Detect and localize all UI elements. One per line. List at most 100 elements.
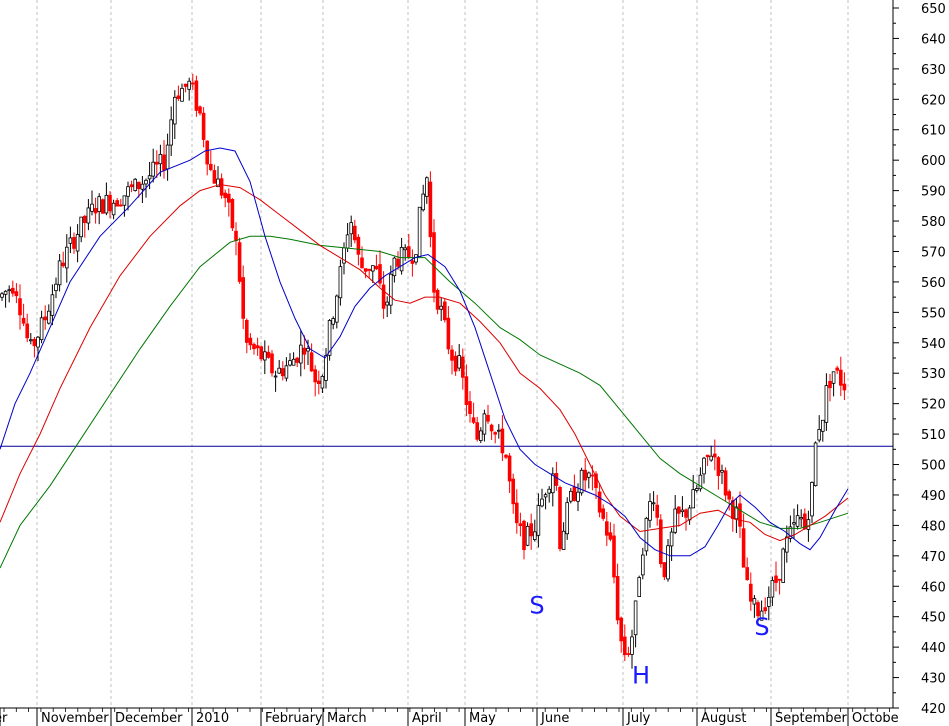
- candle-body: [144, 179, 148, 185]
- price-candles: [0, 73, 847, 669]
- candle: [158, 144, 163, 177]
- candle-body: [529, 523, 533, 537]
- candle: [226, 188, 231, 217]
- candle: [97, 193, 102, 225]
- candle: [655, 494, 659, 526]
- candle-body: [190, 82, 195, 85]
- candle-body: [374, 265, 379, 270]
- candle-body: [108, 194, 112, 212]
- x-month-label: April: [412, 711, 442, 726]
- candle: [637, 575, 641, 597]
- candle: [522, 519, 526, 560]
- candle-body: [3, 290, 8, 295]
- candle: [119, 198, 123, 207]
- y-tick-label: 420: [921, 702, 946, 717]
- candle-body: [399, 246, 404, 272]
- candle-body: [291, 358, 296, 366]
- candle: [68, 226, 73, 254]
- candle: [612, 523, 616, 584]
- candle: [378, 250, 382, 287]
- candle: [486, 404, 490, 424]
- candle-body: [165, 144, 170, 170]
- candle-body: [691, 489, 695, 509]
- candle: [230, 198, 235, 232]
- y-tick-label: 480: [921, 519, 946, 534]
- candle: [381, 271, 386, 319]
- candle: [698, 467, 703, 492]
- candle: [626, 646, 631, 657]
- candle-body: [504, 454, 508, 458]
- candle-body: [831, 371, 836, 384]
- candle-body: [536, 505, 541, 536]
- candle: [388, 265, 393, 315]
- candle-body: [119, 204, 123, 207]
- candle-body: [334, 295, 339, 323]
- candle: [111, 199, 116, 220]
- candle-body: [630, 636, 634, 655]
- candle: [777, 578, 782, 595]
- candle: [839, 356, 843, 397]
- candle: [237, 237, 242, 284]
- candle-body: [666, 545, 670, 580]
- candle-body: [770, 580, 775, 598]
- candle-body: [525, 525, 530, 546]
- y-tick-label: 470: [921, 550, 946, 565]
- candle: [720, 464, 724, 485]
- candle: [687, 505, 692, 525]
- candle: [374, 254, 379, 271]
- candle-body: [457, 355, 461, 369]
- candle: [446, 306, 451, 355]
- candle-body: [101, 199, 105, 214]
- candle-body: [32, 338, 37, 347]
- candle: [14, 283, 19, 304]
- candle-body: [439, 305, 443, 310]
- candle: [691, 474, 695, 509]
- candle-body: [839, 369, 843, 386]
- candle: [327, 319, 332, 361]
- candle-body: [734, 506, 739, 520]
- candle: [363, 268, 368, 279]
- candle: [630, 629, 634, 669]
- candle-body: [522, 520, 526, 551]
- y-tick-label: 610: [921, 124, 946, 139]
- candle: [298, 330, 303, 377]
- candle: [65, 234, 69, 283]
- candle: [248, 333, 253, 350]
- candle-body: [262, 351, 267, 361]
- candle: [478, 427, 483, 444]
- candle-body: [36, 336, 40, 348]
- candle-body: [176, 95, 181, 99]
- candle: [493, 431, 497, 444]
- candle-body: [515, 502, 519, 524]
- candle: [741, 513, 746, 568]
- candle-body: [266, 351, 271, 358]
- candle-body: [842, 383, 847, 391]
- y-tick-label: 490: [921, 489, 946, 504]
- candle-body: [749, 583, 753, 602]
- candle-body: [302, 347, 307, 355]
- candle: [680, 496, 685, 517]
- candle: [316, 370, 321, 395]
- candle-body: [540, 498, 544, 507]
- candle: [587, 471, 591, 489]
- candle-body: [223, 192, 228, 199]
- candle-body: [360, 257, 364, 269]
- pattern-annotation-h: H: [632, 662, 650, 690]
- candle-body: [370, 265, 375, 272]
- candle: [7, 285, 11, 303]
- candle: [198, 105, 202, 116]
- moving-average-long: [0, 235, 849, 569]
- candle-body: [468, 401, 472, 415]
- candle: [356, 234, 361, 266]
- candle-body: [612, 535, 616, 578]
- candle: [763, 597, 767, 614]
- candle: [154, 150, 159, 179]
- candle: [644, 516, 649, 556]
- candle-body: [309, 352, 314, 372]
- candle: [57, 254, 62, 292]
- candle-body: [367, 268, 371, 271]
- candle-body: [543, 494, 548, 498]
- y-tick-label: 500: [921, 459, 946, 474]
- candle: [313, 365, 317, 397]
- candle-body: [421, 193, 425, 211]
